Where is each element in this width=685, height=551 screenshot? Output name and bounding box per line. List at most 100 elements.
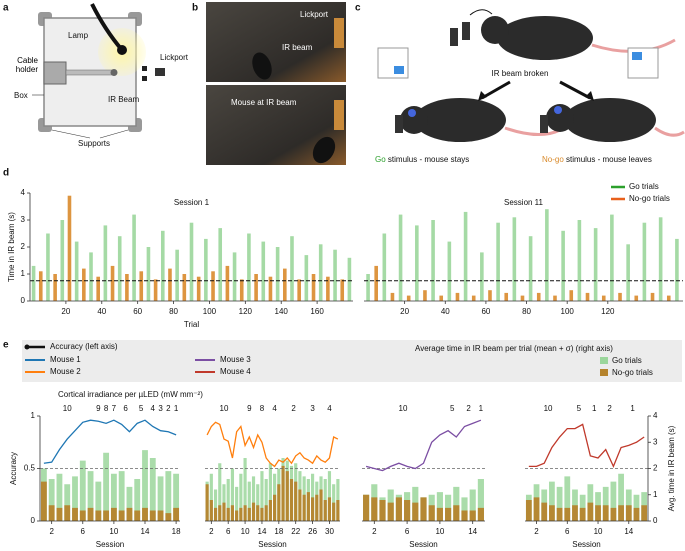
label: No-go stimulus - mouse leaves — [542, 155, 652, 164]
y-tick-label: 1 — [21, 269, 26, 278]
nogo-bar — [336, 500, 340, 521]
x-axis-label: Session — [96, 540, 124, 549]
go-bar — [268, 463, 272, 521]
nogo-bar — [395, 497, 402, 521]
bar — [675, 238, 679, 301]
bar — [153, 279, 158, 301]
bar — [283, 268, 287, 301]
nogo-bar — [222, 502, 226, 521]
x-tick-label: 26 — [308, 527, 317, 536]
irradiance-label: 8 — [260, 404, 265, 413]
nogo-bar — [625, 505, 632, 521]
nogo-bar — [56, 507, 63, 521]
legend-swatch — [24, 344, 30, 350]
bar — [139, 271, 144, 301]
irradiance-label: 1 — [479, 404, 484, 413]
nogo-bar — [239, 507, 243, 521]
nogo-bar — [213, 507, 218, 521]
y-axis-label: Accuracy — [9, 452, 18, 485]
x-axis-label: Session — [409, 540, 437, 549]
nogo-bar — [256, 505, 260, 521]
go-bar — [230, 468, 235, 521]
bar — [225, 265, 230, 301]
x-tick-label: 160 — [310, 307, 324, 316]
irradiance-label: 10 — [220, 404, 229, 413]
nogo-bar — [247, 507, 251, 521]
go-bar — [469, 489, 476, 521]
go-bar — [239, 473, 243, 521]
bar — [488, 290, 492, 301]
bar — [512, 217, 517, 301]
bar — [89, 252, 93, 301]
x-tick-label: 80 — [522, 307, 531, 316]
accuracy-line — [528, 423, 645, 469]
go-bar — [327, 471, 332, 521]
x-tick-label: 18 — [172, 527, 181, 536]
accuracy-line — [365, 419, 482, 472]
y2-tick-label: 0 — [653, 516, 658, 525]
irradiance-label: 10 — [544, 404, 553, 413]
irradiance-label: 9 — [247, 404, 252, 413]
irradiance-label: 2 — [166, 404, 171, 413]
y-tick-label: 2 — [21, 242, 26, 251]
bar — [297, 279, 301, 301]
bar — [117, 236, 122, 301]
bar — [415, 225, 419, 301]
box-diagram — [32, 3, 165, 139]
bar — [204, 238, 208, 301]
nogo-bar — [477, 507, 484, 521]
go-bar — [226, 479, 230, 521]
x-tick-label: 80 — [169, 307, 178, 316]
go-bar — [251, 476, 256, 521]
nogo-bar — [436, 507, 443, 521]
nogo-bar — [277, 484, 281, 521]
label: Cable holder — [15, 56, 38, 74]
bar — [374, 265, 378, 301]
irradiance-label: 7 — [112, 404, 117, 413]
nogo-bar — [298, 489, 302, 521]
panel-label: c — [355, 3, 361, 14]
nogo-bar — [110, 507, 117, 521]
irradiance-label: 10 — [63, 404, 72, 413]
nogo-bar — [371, 497, 378, 521]
go-bar — [218, 463, 222, 521]
bar — [569, 290, 574, 301]
bar — [311, 274, 316, 301]
chart-title: Session 1 — [174, 198, 210, 207]
go-bar — [79, 460, 86, 521]
x-axis-label: Session — [258, 540, 286, 549]
bar — [585, 292, 590, 301]
nogo-bar — [285, 471, 289, 521]
y-tick-label: 0 — [21, 296, 26, 305]
label: IR beam — [282, 43, 313, 52]
y2-tick-label: 4 — [653, 411, 658, 420]
nogo-bar — [226, 507, 230, 521]
nogo-bar — [641, 505, 648, 521]
x-tick-label: 6 — [565, 527, 570, 536]
go-bar — [453, 486, 460, 521]
x-tick-label: 30 — [325, 527, 334, 536]
bar — [103, 225, 108, 301]
nogo-bar — [412, 502, 419, 521]
go-bar — [103, 452, 110, 521]
nogo-bar — [306, 492, 310, 521]
bar — [650, 292, 655, 301]
nogo-bar — [618, 505, 624, 521]
x-tick-label: 2 — [49, 527, 54, 536]
bar — [553, 295, 557, 301]
irradiance-label: 5 — [450, 404, 455, 413]
label: Mouse at IR beam — [231, 98, 297, 107]
go-bar — [209, 473, 213, 521]
go-bar — [213, 489, 218, 521]
x-axis-label: Trial — [184, 320, 199, 329]
nogo-bar — [142, 507, 148, 521]
bar — [561, 230, 565, 301]
bar — [536, 292, 541, 301]
legend-label: Mouse 3 — [220, 355, 251, 364]
y-tick-label: 0 — [31, 516, 36, 525]
nogo-bar — [173, 507, 180, 521]
bar — [132, 214, 136, 301]
x-tick-label: 14 — [624, 527, 633, 536]
bar — [382, 233, 387, 301]
bar — [160, 230, 165, 301]
